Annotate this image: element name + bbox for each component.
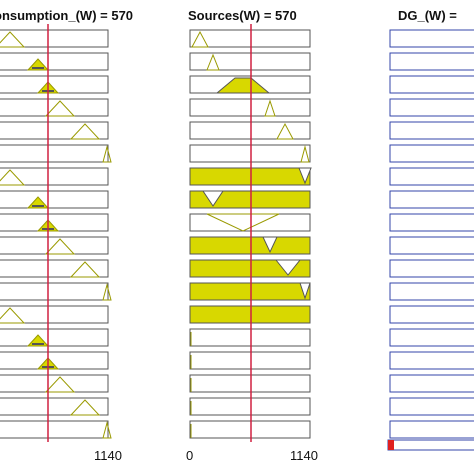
mf-shape	[299, 282, 311, 300]
rule-box	[389, 121, 474, 140]
rule-box	[389, 236, 474, 255]
rule-box	[0, 328, 109, 347]
rule-box	[189, 305, 311, 324]
rule-box	[189, 121, 311, 140]
mf-shape	[300, 145, 310, 163]
mf-shape	[191, 30, 209, 48]
rule-box	[389, 374, 474, 393]
rule-box	[189, 52, 311, 71]
mf-shape	[102, 421, 112, 439]
rule-box	[0, 397, 109, 416]
rule-box	[189, 236, 311, 255]
axis-label: 0	[186, 448, 193, 463]
rule-box	[189, 98, 311, 117]
mf-shape	[69, 261, 101, 278]
rule-box	[0, 282, 109, 301]
mf-shape	[69, 123, 101, 140]
rule-box	[389, 98, 474, 117]
rule-box	[389, 52, 474, 71]
mf-shape	[44, 376, 76, 393]
mf-shape	[262, 236, 278, 254]
rule-box	[0, 305, 109, 324]
mf-shape	[44, 238, 76, 255]
column-title: Sources(W) = 570	[188, 8, 297, 23]
rule-box	[389, 305, 474, 324]
mf-shape	[69, 399, 101, 416]
rule-box	[189, 374, 311, 393]
column-title: onsumption_(W) = 570	[0, 8, 133, 23]
mf-shape	[0, 307, 26, 324]
mf-shape	[0, 31, 26, 48]
rule-box	[189, 144, 311, 163]
column-title: DG_(W) =	[398, 8, 457, 23]
rule-box	[0, 29, 109, 48]
rule-box	[389, 29, 474, 48]
mf-shape	[298, 167, 312, 185]
rule-box	[0, 259, 109, 278]
mf-shape	[206, 53, 220, 71]
rule-box	[0, 190, 109, 209]
rule-box	[0, 167, 109, 186]
rule-box	[0, 420, 109, 439]
rule-box	[0, 52, 109, 71]
rule-box	[189, 420, 311, 439]
rule-box	[0, 121, 109, 140]
rule-box	[389, 213, 474, 232]
rule-box	[389, 328, 474, 347]
rule-box	[189, 351, 311, 370]
rule-box	[389, 190, 474, 209]
rule-box	[389, 420, 474, 439]
rule-box	[189, 167, 311, 186]
rule-box	[189, 282, 311, 301]
mf-shape	[102, 283, 112, 301]
output-bar	[387, 439, 474, 451]
rule-box	[189, 328, 311, 347]
rule-box	[389, 397, 474, 416]
rule-box	[189, 29, 311, 48]
mf-shape	[264, 99, 276, 117]
axis-label: 1140	[94, 448, 122, 463]
mf-shape	[44, 100, 76, 117]
rule-box	[389, 259, 474, 278]
rule-box	[0, 144, 109, 163]
mf-shape	[276, 122, 294, 140]
mf-shape	[0, 169, 26, 186]
mf-shape	[274, 259, 302, 276]
rule-box	[389, 75, 474, 94]
axis-label: 1140	[290, 448, 318, 463]
mf-shape	[206, 213, 280, 232]
rule-box	[189, 397, 311, 416]
rule-box	[389, 282, 474, 301]
rule-box	[389, 167, 474, 186]
rule-box	[389, 144, 474, 163]
rule-box	[189, 213, 311, 232]
mf-shape	[202, 190, 224, 207]
rule-box	[389, 351, 474, 370]
output-fill	[388, 440, 394, 450]
mf-shape	[102, 145, 112, 163]
